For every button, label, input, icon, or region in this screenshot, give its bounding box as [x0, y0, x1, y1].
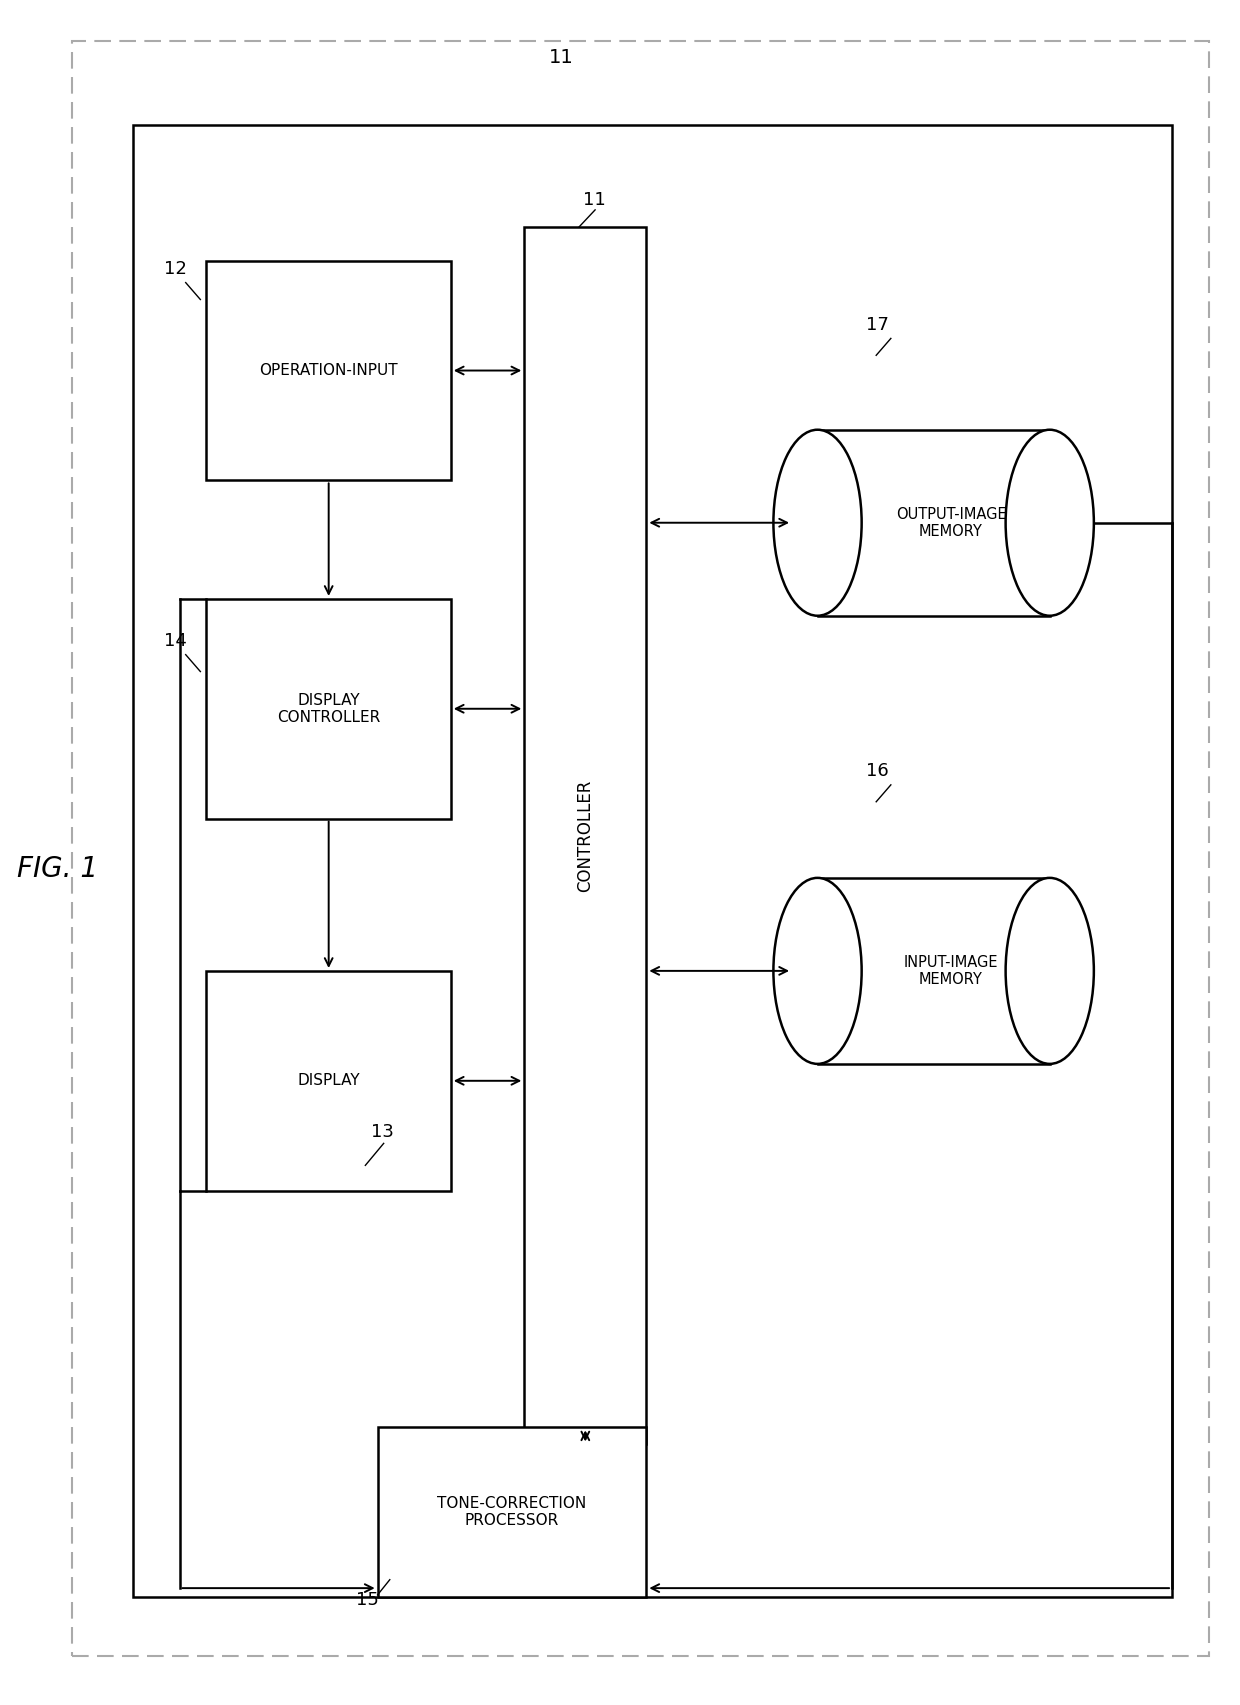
- Bar: [377, 1427, 646, 1596]
- Text: 11: 11: [548, 48, 573, 66]
- Ellipse shape: [1006, 430, 1094, 616]
- Text: 13: 13: [372, 1124, 394, 1141]
- Text: INPUT-IMAGE
MEMORY: INPUT-IMAGE MEMORY: [904, 955, 998, 987]
- Text: DISPLAY
CONTROLLER: DISPLAY CONTROLLER: [277, 692, 381, 725]
- Text: TONE-CORRECTION
PROCESSOR: TONE-CORRECTION PROCESSOR: [438, 1495, 587, 1528]
- Text: 12: 12: [164, 261, 186, 278]
- Bar: [525, 227, 646, 1444]
- Text: CONTROLLER: CONTROLLER: [577, 779, 594, 892]
- Bar: [133, 126, 1172, 1596]
- Text: 16: 16: [867, 762, 889, 781]
- Text: 15: 15: [356, 1591, 378, 1610]
- Text: FIG. 1: FIG. 1: [17, 856, 98, 883]
- Text: DISPLAY: DISPLAY: [298, 1074, 360, 1088]
- Ellipse shape: [774, 878, 862, 1064]
- Text: OPERATION-INPUT: OPERATION-INPUT: [259, 363, 398, 379]
- Ellipse shape: [774, 430, 862, 616]
- Bar: [207, 598, 451, 818]
- Bar: [817, 878, 1050, 1064]
- Text: OUTPUT-IMAGE
MEMORY: OUTPUT-IMAGE MEMORY: [895, 506, 1007, 539]
- Ellipse shape: [1006, 878, 1094, 1064]
- Bar: [207, 970, 451, 1190]
- Text: 14: 14: [164, 633, 186, 650]
- Text: 17: 17: [867, 315, 889, 334]
- Bar: [207, 261, 451, 481]
- Bar: [817, 430, 1050, 616]
- Text: 11: 11: [583, 191, 605, 208]
